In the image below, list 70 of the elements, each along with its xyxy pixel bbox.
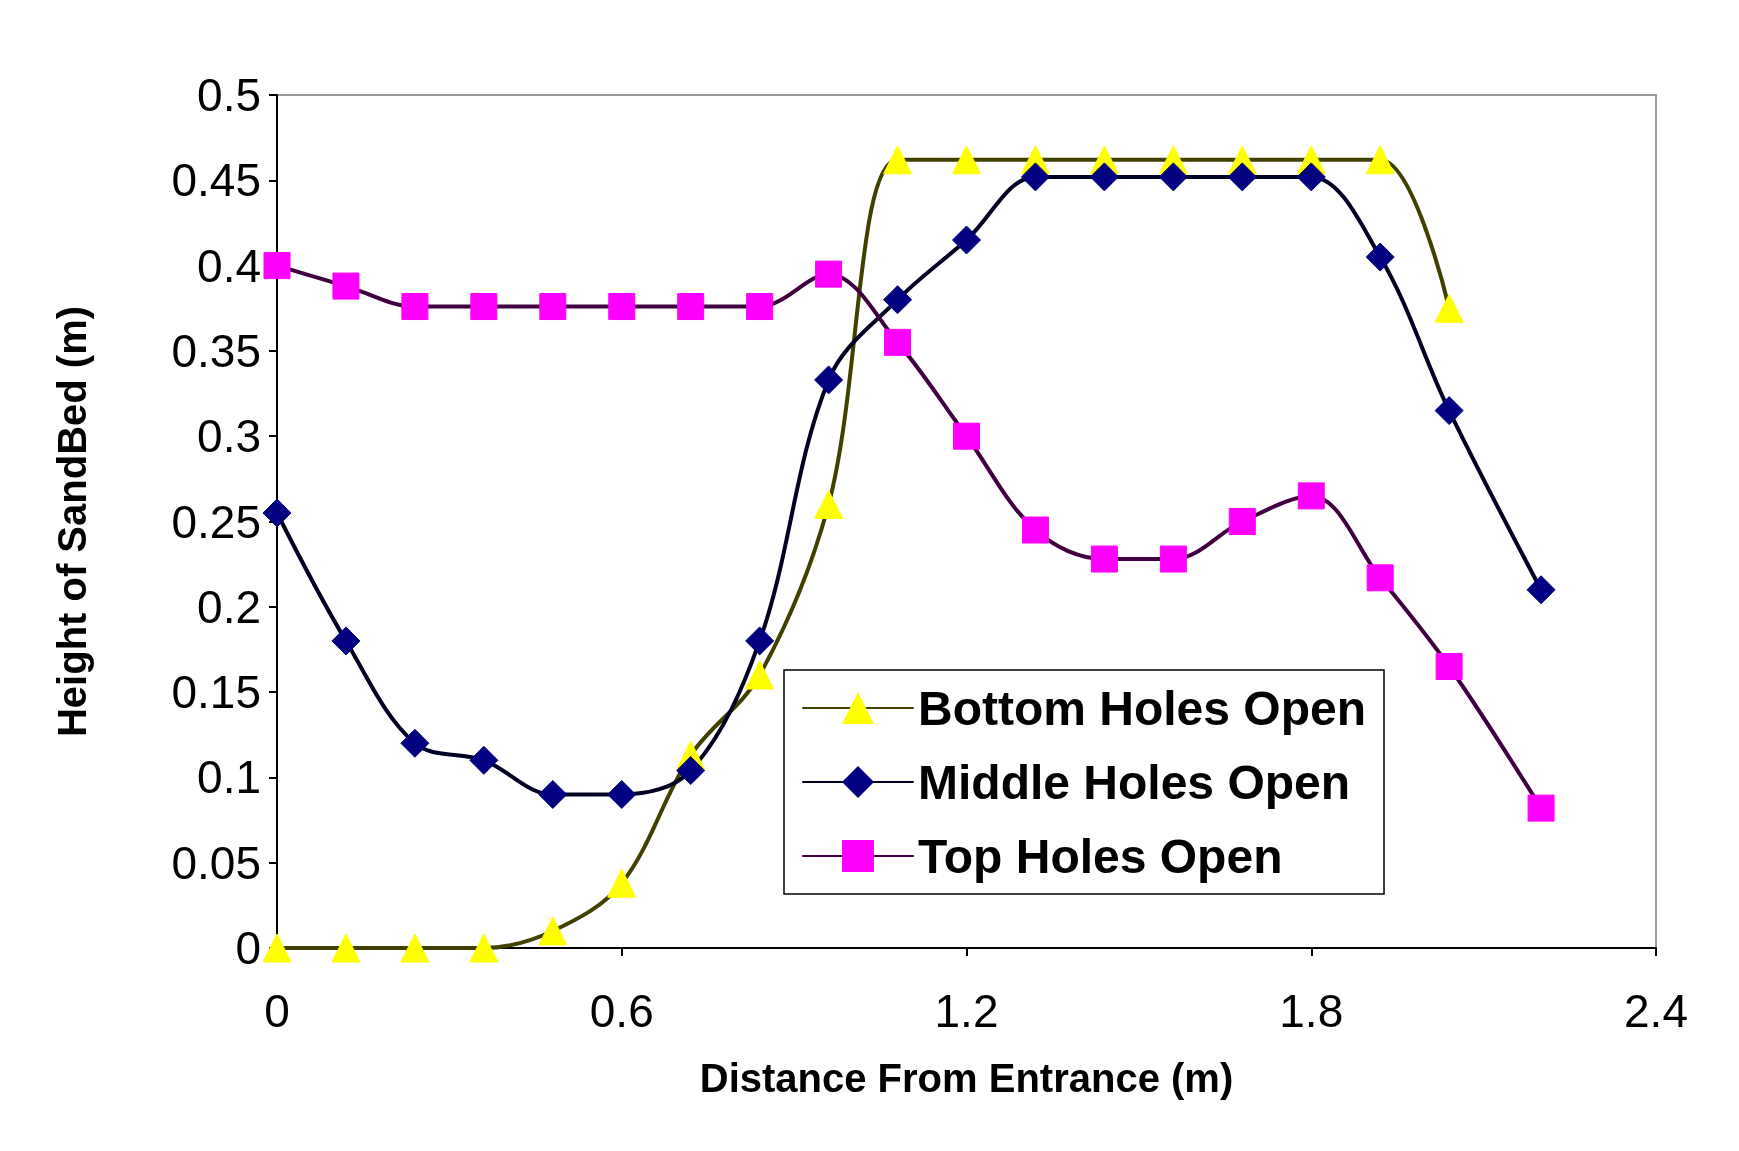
point <box>332 272 360 300</box>
point <box>676 756 706 786</box>
point <box>745 626 775 656</box>
legend-label: Middle Holes Open <box>918 755 1351 809</box>
point <box>262 498 292 528</box>
y-tick-label: 0.5 <box>197 69 261 121</box>
point <box>331 626 361 656</box>
point <box>952 225 981 255</box>
point <box>470 293 498 321</box>
point <box>952 145 981 175</box>
point <box>1158 162 1188 192</box>
legend-label: Bottom Holes Open <box>918 681 1367 735</box>
point <box>1297 482 1325 510</box>
legend-label: Top Holes Open <box>918 829 1283 883</box>
x-tick-label: 0.6 <box>589 985 654 1037</box>
point <box>1434 293 1464 323</box>
point <box>883 285 913 315</box>
point <box>400 728 430 758</box>
point <box>263 252 291 280</box>
point <box>677 293 705 321</box>
point <box>1227 162 1257 192</box>
point <box>539 293 567 321</box>
point <box>815 260 843 288</box>
x-tick-label: 2.4 <box>1624 985 1688 1037</box>
x-tick-label: 1.8 <box>1279 985 1344 1037</box>
point <box>746 293 774 321</box>
point <box>331 933 361 963</box>
point <box>469 745 499 775</box>
y-tick-label: 0 <box>235 922 261 974</box>
point <box>262 933 292 963</box>
point <box>1527 794 1555 822</box>
point <box>1365 242 1395 272</box>
x-axis-title: Distance From Entrance (m) <box>699 1056 1234 1100</box>
point <box>1090 545 1118 573</box>
point <box>1434 396 1464 426</box>
y-tick-label: 0.1 <box>197 751 261 804</box>
point <box>1089 162 1119 192</box>
point <box>745 660 775 690</box>
point <box>401 293 429 321</box>
point <box>1159 545 1187 573</box>
point <box>953 422 980 450</box>
point <box>1366 564 1394 592</box>
point <box>883 145 913 175</box>
y-tick-label: 0.35 <box>171 324 261 377</box>
point <box>538 916 568 946</box>
y-tick-label: 0.3 <box>197 410 261 463</box>
point <box>400 933 430 963</box>
y-tick-label: 0.2 <box>197 580 261 633</box>
point <box>884 328 912 356</box>
point <box>607 779 637 809</box>
point <box>608 293 636 321</box>
y-tick-label: 0.45 <box>171 154 261 207</box>
point <box>1435 653 1463 681</box>
y-tick-label: 0.25 <box>171 495 261 548</box>
point <box>1020 162 1050 192</box>
point <box>1526 575 1556 605</box>
point <box>1365 145 1395 175</box>
point <box>1021 516 1049 544</box>
y-tick-label: 0.4 <box>197 239 261 292</box>
point <box>814 489 844 519</box>
point <box>814 365 844 395</box>
point <box>538 779 568 809</box>
point <box>1296 162 1326 192</box>
x-tick-label: 1.2 <box>934 985 999 1037</box>
y-axis-title: Height of SandBed (m) <box>50 305 94 738</box>
point <box>1228 508 1256 535</box>
y-tick-label: 0.05 <box>171 836 261 889</box>
y-tick-label: 0.15 <box>171 666 261 719</box>
point <box>469 933 499 963</box>
point <box>607 868 637 898</box>
